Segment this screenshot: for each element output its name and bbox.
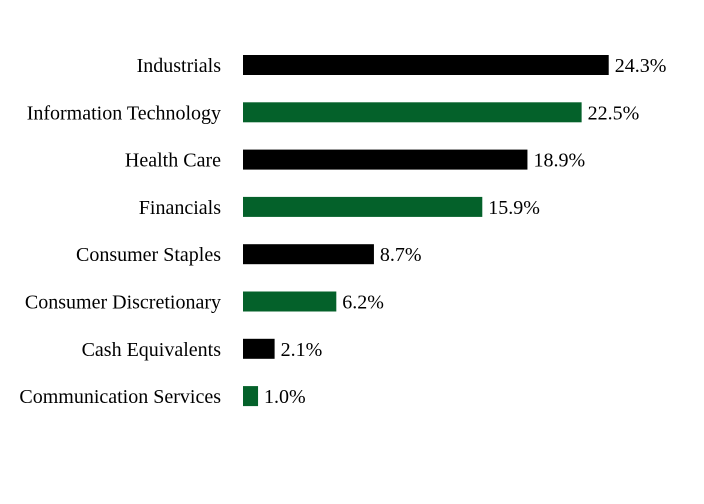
category-label: Communication Services	[19, 386, 221, 408]
bar	[243, 244, 374, 265]
bar	[243, 196, 483, 217]
value-label: 1.0%	[264, 386, 306, 408]
bar	[243, 291, 337, 312]
category-label: Information Technology	[27, 102, 221, 124]
value-label: 24.3%	[615, 55, 667, 77]
value-label: 22.5%	[588, 102, 640, 124]
category-label: Consumer Discretionary	[25, 292, 221, 314]
value-label: 2.1%	[281, 339, 323, 361]
bar	[243, 386, 259, 407]
category-label: Consumer Staples	[76, 244, 221, 266]
category-label: Financials	[139, 197, 221, 219]
category-label: Industrials	[137, 55, 222, 77]
value-label: 18.9%	[533, 150, 585, 172]
bar	[243, 149, 528, 170]
value-label: 6.2%	[342, 292, 384, 314]
category-label: Health Care	[125, 150, 221, 172]
value-label: 8.7%	[380, 244, 422, 266]
bar	[243, 338, 275, 359]
category-label: Cash Equivalents	[82, 339, 222, 361]
bar	[243, 102, 582, 123]
bar	[243, 55, 609, 75]
value-label: 15.9%	[488, 197, 540, 219]
